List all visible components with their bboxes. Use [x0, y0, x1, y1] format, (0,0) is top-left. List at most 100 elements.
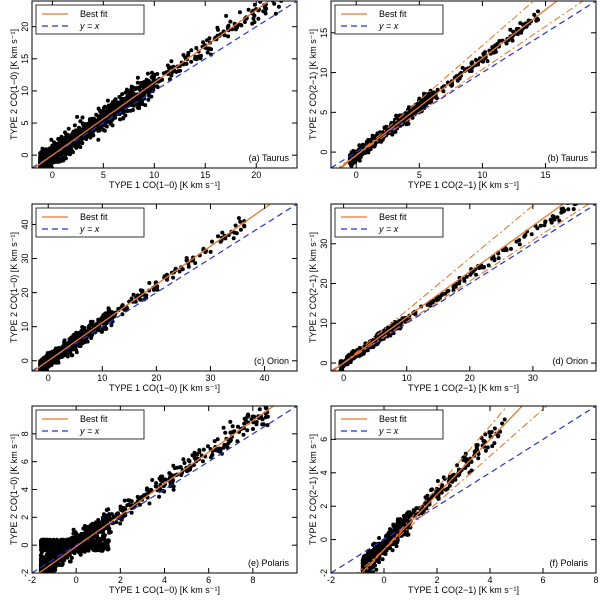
x-tick-label: -2 [28, 575, 36, 585]
data-point [131, 108, 135, 112]
data-point [79, 531, 84, 536]
data-point [264, 406, 269, 411]
y-tick-label: 0 [319, 150, 329, 155]
data-point [435, 87, 440, 92]
data-point [147, 93, 152, 98]
x-tick-label: 0 [46, 373, 51, 383]
x-tick-label: 0 [354, 170, 359, 180]
data-point [230, 424, 235, 429]
data-point [122, 498, 127, 503]
data-point [414, 506, 419, 511]
y-tick-label: 2 [20, 515, 30, 520]
data-point [231, 236, 236, 241]
y-tick-label: 4 [20, 487, 30, 492]
data-point [469, 270, 474, 275]
data-point [206, 444, 210, 449]
x-tick-label: 20 [251, 170, 261, 180]
data-point [555, 215, 560, 220]
data-point [81, 127, 86, 132]
data-point [171, 463, 176, 468]
data-point [171, 484, 176, 489]
data-point [529, 232, 534, 237]
data-point [61, 539, 66, 544]
data-point [566, 207, 571, 212]
y-tick-label: 0 [319, 361, 329, 366]
data-point [62, 338, 67, 343]
x-tick-label: 30 [528, 373, 538, 383]
data-point [67, 559, 72, 564]
data-point [49, 160, 54, 165]
data-point [150, 478, 155, 482]
data-point [86, 544, 91, 548]
data-point [123, 113, 128, 118]
data-point [82, 549, 87, 554]
data-point [70, 353, 75, 358]
x-tick-label: 10 [477, 170, 487, 180]
data-point [38, 170, 42, 174]
panel-label: (d) Orion [552, 356, 588, 366]
data-point [129, 89, 133, 94]
data-point [118, 504, 123, 509]
data-point [135, 80, 140, 85]
data-point [571, 207, 576, 212]
data-point [139, 80, 144, 85]
x-tick-label: 10 [149, 170, 159, 180]
data-point [201, 40, 206, 45]
best-fit-line [37, 406, 275, 573]
data-point [114, 512, 119, 517]
legend-box [334, 4, 444, 35]
data-point [165, 63, 170, 68]
axes-frame [31, 0, 298, 169]
data-point [380, 136, 385, 141]
data-point [38, 372, 42, 376]
data-point [511, 29, 516, 34]
y-tick-label: 0 [20, 543, 30, 548]
data-point [67, 337, 72, 342]
data-point [65, 354, 70, 359]
data-point [43, 556, 48, 561]
data-point [147, 501, 152, 506]
data-point [535, 16, 540, 21]
data-point [175, 465, 180, 470]
data-point [40, 169, 44, 173]
data-point [85, 528, 90, 533]
data-point [192, 456, 197, 460]
data-point [198, 56, 203, 61]
data-point [100, 545, 105, 550]
data-point [193, 261, 198, 265]
data-point [209, 47, 214, 52]
data-point [106, 547, 111, 551]
data-point [106, 306, 111, 311]
y-tick-label: 20 [319, 279, 329, 289]
legend-fit-label: Best fit [80, 414, 108, 424]
data-point [212, 439, 217, 444]
data-point [481, 59, 486, 64]
data-point [119, 106, 124, 111]
x-tick-label: 0 [341, 373, 346, 383]
data-points [360, 417, 507, 573]
data-point [79, 547, 84, 552]
x-tick-label: 10 [402, 373, 412, 383]
x-tick-label: 15 [541, 170, 551, 180]
data-point [147, 281, 152, 285]
data-point [105, 98, 110, 103]
data-point [99, 521, 104, 526]
data-point [133, 299, 138, 304]
data-point [485, 59, 490, 64]
data-point [41, 573, 45, 577]
data-point [43, 168, 47, 172]
data-point [453, 284, 458, 289]
plot-area [32, 1, 297, 174]
data-point [72, 123, 77, 128]
data-point [365, 148, 369, 153]
data-point [538, 223, 543, 228]
data-point [228, 19, 233, 24]
data-point [520, 22, 525, 27]
data-point [467, 69, 472, 73]
data-point [445, 289, 450, 294]
data-point [146, 97, 151, 102]
data-point [59, 549, 64, 554]
data-point [39, 559, 44, 564]
